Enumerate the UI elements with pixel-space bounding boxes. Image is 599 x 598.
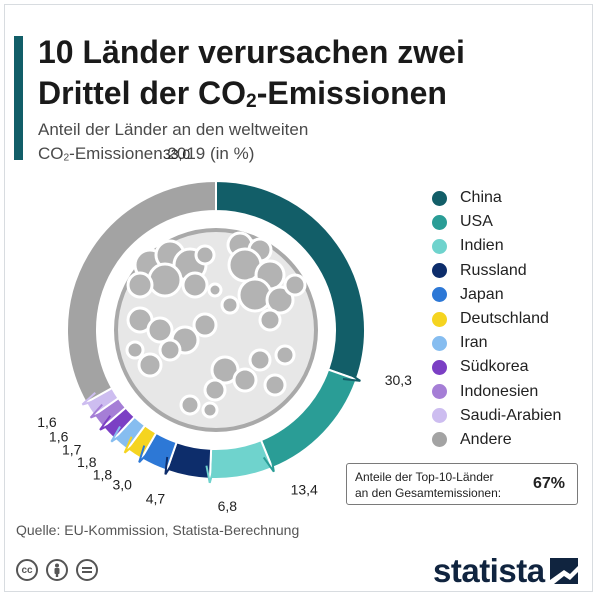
statista-mark-icon [549,558,578,584]
legend-label: Andere [460,430,512,448]
legend-item-iran: Iran [432,331,561,355]
legend-item-indonesien: Indonesien [432,380,561,404]
legend-swatch [432,408,447,424]
value-label-iran: 1,8 [77,454,97,470]
slice-tick-iran [110,425,127,443]
legend-item-suedkorea: Südkorea [432,355,561,379]
legend-item-usa: USA [432,210,561,234]
slice-andere [66,179,217,404]
value-label-andere: 33,0 [163,146,190,162]
value-label-indonesien: 1,6 [49,428,69,444]
legend-swatch [432,263,447,279]
value-label-deutschland: 1,8 [93,467,113,483]
legend-label: Deutschland [460,310,549,328]
slice-indien [208,438,274,480]
value-label-usa: 13,4 [291,481,318,497]
legend-swatch [432,335,447,351]
top10-summary-box: Anteile der Top-10-Länder an den Gesamte… [346,463,578,505]
legend-label: Indonesien [460,382,539,400]
cc-icon[interactable]: cc [16,559,38,581]
chart-legend: China USA Indien Russland Japan Deutschland Ir… [432,186,561,452]
brand-name: statista [433,552,545,589]
chart-title: 10 Länder verursachen zwei Drittel der C… [38,34,465,112]
legend-item-china: China [432,186,561,210]
legend-swatch [432,311,447,327]
slice-tick-russland [164,456,176,475]
legend-label: Iran [460,334,488,352]
source-note: Quelle: EU-Kommission, Statista-Berechnu… [16,522,300,538]
legend-item-indien: Indien [432,234,561,258]
no-derivatives-icon[interactable] [76,559,98,581]
legend-swatch [432,214,447,230]
slice-tick-deutschland [123,436,139,454]
legend-item-russland: Russland [432,259,561,283]
value-label-indien: 6,8 [218,498,238,514]
value-label-japan: 3,0 [112,477,132,493]
legend-swatch [432,384,447,400]
chart-subtitle: Anteil der Länder an den weltweiten CO2-… [38,120,309,164]
legend-label: Saudi-Arabien [460,406,562,424]
value-label-china: 30,3 [385,372,412,388]
summary-value: 67% [532,475,565,492]
slice-tick-saudi-arabien [81,392,100,406]
slice-tick-japan [138,445,152,463]
license-icons: cc [16,559,98,581]
slice-tick-indonesien [89,403,108,419]
smoke-cloud-icon [114,228,318,432]
slice-tick-indien [205,465,216,484]
value-label-russland: 4,7 [146,491,166,507]
legend-swatch [432,190,447,206]
legend-label: China [460,189,502,207]
summary-label: Anteile der Top-10-Länder an den Gesamte… [355,470,502,500]
slice-tick-suedkorea [99,415,116,431]
legend-label: Japan [460,285,504,303]
legend-label: Indien [460,237,504,255]
statista-logo[interactable]: statista [433,552,578,590]
legend-swatch [432,287,447,303]
title-accent-bar [14,36,23,160]
legend-swatch [432,238,447,254]
infographic-frame [4,4,593,592]
legend-swatch [432,359,447,375]
legend-label: USA [460,213,493,231]
legend-label: Russland [460,261,527,279]
slice-tick-china [342,370,361,382]
value-label-suedkorea: 1,7 [62,442,82,458]
slice-tick-usa [262,454,275,473]
legend-item-deutschland: Deutschland [432,307,561,331]
legend-item-saudi-arabien: Saudi-Arabien [432,404,561,428]
legend-label: Südkorea [460,358,529,376]
legend-item-japan: Japan [432,283,561,307]
legend-item-andere: Andere [432,428,561,452]
value-label-saudi-arabien: 1,6 [37,414,57,430]
attribution-icon[interactable] [46,559,68,581]
legend-swatch [432,432,447,448]
